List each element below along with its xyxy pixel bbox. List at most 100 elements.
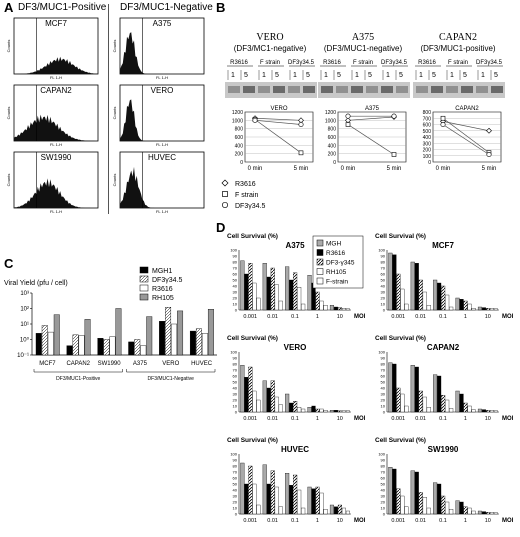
bar-0.1-4: [449, 509, 454, 515]
bar-mcf7-3: [53, 314, 60, 356]
bar-0.01-0: [410, 365, 415, 413]
marker-square: [298, 150, 304, 156]
y-tick-label: 30: [233, 392, 238, 397]
bar-0.01-2: [270, 380, 275, 413]
legend-swatch: [139, 266, 149, 274]
x-tick-label: 0.1: [439, 314, 447, 320]
time-label: 5: [244, 72, 248, 79]
bar-1-0: [307, 407, 312, 413]
bar-0.01-1: [414, 263, 419, 311]
bar-capan2-1: [72, 334, 79, 356]
legend-label: DF3γ34.5: [152, 277, 182, 284]
y-tick-label: 20: [233, 296, 238, 301]
x-tick-label: 0 min: [436, 166, 451, 172]
axis-label: FL 1-H: [156, 209, 168, 214]
bar-10-3: [489, 410, 494, 413]
y-tick-label: 1000: [325, 118, 336, 124]
bar-1-2: [463, 506, 468, 515]
bar-1-2: [315, 486, 320, 515]
y-tick-label: 1200: [325, 110, 336, 116]
bar-10-0: [329, 305, 334, 311]
blot-band: [321, 86, 333, 93]
y-tick-label: 90: [233, 356, 238, 361]
bar-0.01-3: [274, 396, 279, 413]
bar-0.001-1: [392, 254, 397, 311]
panel-c-chart: Viral Yield (pfu / cell) MGH1 DF3γ34.5 R361…: [4, 266, 217, 382]
blot-vero: VERO(DF3/MC1-negative) R3616 1 5 F strain 1 5 D…: [225, 32, 317, 98]
lane-label: R3616: [230, 60, 248, 66]
bar-0.001-4: [256, 399, 261, 413]
panel-c-label: C: [4, 256, 14, 271]
bar-0.1-2: [441, 495, 446, 515]
bar-0.001-4: [404, 506, 409, 515]
bar-10-4: [345, 410, 350, 413]
bar-10-3: [489, 512, 494, 515]
y-tick-label: 60: [381, 374, 386, 379]
time-label: 5: [494, 72, 498, 79]
bar-10-2: [485, 308, 490, 311]
bar-huvec-1: [195, 328, 202, 356]
bar-0.01-2: [418, 279, 423, 311]
chart-title: CAPAN2: [427, 343, 460, 352]
x-axis-title: MOI: [502, 416, 514, 422]
bar-0.1-1: [437, 375, 442, 413]
y-tick-label: 10⁰: [20, 337, 30, 344]
panel-a-label: A: [4, 0, 14, 15]
bar-10-0: [477, 510, 482, 515]
group-title: A375: [352, 32, 374, 43]
marker-circle: [298, 122, 304, 128]
bar-a375-1: [134, 339, 141, 356]
marker-circle: [440, 122, 446, 128]
y-tick-label: 20: [381, 296, 386, 301]
series-line-0: [347, 116, 395, 121]
x-tick-label: 10: [485, 314, 491, 320]
y-axis-title: Cell Survival (%): [375, 437, 426, 444]
bar-1-4: [323, 410, 328, 413]
lane-label: R3616: [418, 60, 436, 66]
marker-diamond: [486, 127, 492, 134]
y-tick-label: 200: [235, 152, 244, 158]
blot-band: [351, 86, 363, 93]
time-label: 1: [293, 72, 297, 79]
x-tick-label: 10: [485, 416, 491, 422]
legend-swatch: [316, 249, 324, 256]
time-label: 1: [231, 72, 235, 79]
y-tick-label: 700: [423, 116, 432, 122]
bar-0.1-0: [285, 473, 290, 515]
y-tick-label: 0: [235, 410, 238, 415]
bar-1-1: [459, 501, 464, 515]
chart-title: HUVEC: [281, 445, 309, 454]
histogram-fill: [14, 114, 98, 141]
y-tick-label: 10: [233, 404, 238, 409]
bar-a375-3: [146, 316, 153, 356]
legend-label: R3616: [235, 181, 256, 188]
x-tick-label: 10: [337, 416, 343, 422]
y-tick-label: 40: [233, 488, 238, 493]
bar-0.001-1: [244, 483, 249, 515]
x-tick-label: 0.01: [415, 416, 426, 422]
marker-circle: [345, 113, 351, 119]
x-tick-label: 5 min: [294, 166, 309, 172]
bar-0.1-4: [301, 303, 306, 311]
y-tick-label: 200: [423, 148, 432, 154]
y-tick-label: 10: [381, 302, 386, 307]
y-tick-label: 50: [381, 482, 386, 487]
chart-title: A375: [285, 241, 305, 250]
y-tick-label: 30: [381, 392, 386, 397]
time-label: 1: [481, 72, 485, 79]
bar-10-0: [477, 408, 482, 413]
y-tick-label: 20: [381, 500, 386, 505]
time-label: 1: [262, 72, 266, 79]
y-tick-label: 100: [230, 248, 237, 253]
histogram-huvec: HUVEC Counts FL 1-H: [112, 151, 205, 214]
axis-label: FL 1-H: [156, 75, 168, 80]
bar-1-0: [307, 486, 312, 515]
bar-sw1990-0: [97, 338, 104, 356]
series-line-1: [254, 119, 302, 154]
bar-0.1-3: [297, 489, 302, 515]
y-axis-title: Viral Yield (pfu / cell): [4, 280, 68, 287]
y-tick-label: 70: [233, 470, 238, 475]
axis-label: Counts: [6, 174, 11, 187]
y-tick-label: 1200: [232, 110, 243, 116]
